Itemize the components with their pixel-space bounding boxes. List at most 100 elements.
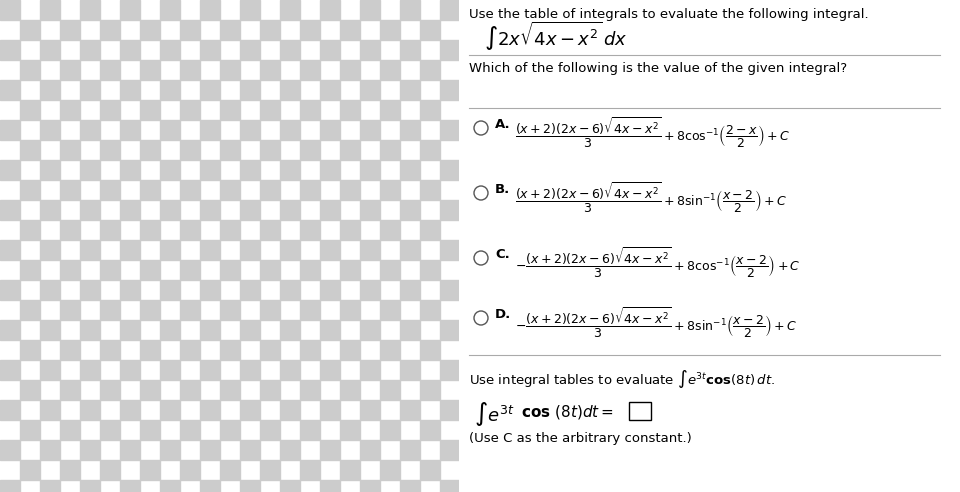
Bar <box>300 60 320 80</box>
Bar <box>160 200 180 220</box>
Bar <box>300 420 320 440</box>
Bar <box>220 380 240 400</box>
Bar <box>400 0 420 20</box>
Bar <box>20 20 40 40</box>
Bar <box>420 460 440 480</box>
Bar <box>80 120 100 140</box>
Bar <box>200 160 220 180</box>
Bar <box>340 260 360 280</box>
Bar <box>100 100 120 120</box>
Bar <box>320 280 340 300</box>
Bar <box>280 200 300 220</box>
Bar <box>260 380 280 400</box>
Bar <box>300 300 320 320</box>
Bar <box>160 40 180 60</box>
Bar <box>120 160 140 180</box>
Bar <box>440 240 460 260</box>
Text: $-\dfrac{(x+2)(2x-6)\sqrt{4x-x^2}}{3} + 8\sin^{-1}\!\left(\dfrac{x-2}{2}\right) : $-\dfrac{(x+2)(2x-6)\sqrt{4x-x^2}}{3} + … <box>515 305 798 339</box>
Bar <box>280 480 300 492</box>
Bar <box>420 420 440 440</box>
Bar <box>280 240 300 260</box>
Bar <box>360 160 380 180</box>
Bar <box>40 0 60 20</box>
Bar <box>260 20 280 40</box>
Bar <box>80 280 100 300</box>
Bar <box>360 40 380 60</box>
Bar <box>440 120 460 140</box>
Bar <box>180 460 200 480</box>
Bar <box>300 180 320 200</box>
Bar <box>320 80 340 100</box>
Bar <box>100 340 120 360</box>
Bar <box>40 280 60 300</box>
Bar <box>80 200 100 220</box>
Bar <box>0 120 20 140</box>
Bar <box>240 320 260 340</box>
Bar <box>60 260 80 280</box>
Bar <box>60 180 80 200</box>
Bar <box>220 20 240 40</box>
Bar <box>20 420 40 440</box>
Bar <box>120 120 140 140</box>
Bar <box>380 20 400 40</box>
Bar <box>200 400 220 420</box>
Bar <box>160 0 180 20</box>
Bar <box>360 400 380 420</box>
Bar <box>160 400 180 420</box>
Bar <box>320 480 340 492</box>
Bar <box>280 160 300 180</box>
Bar <box>400 320 420 340</box>
Bar <box>300 220 320 240</box>
Bar <box>40 120 60 140</box>
Bar <box>440 200 460 220</box>
Bar <box>320 160 340 180</box>
Bar <box>360 480 380 492</box>
Bar <box>420 20 440 40</box>
Bar <box>420 180 440 200</box>
Bar <box>240 40 260 60</box>
Bar <box>280 440 300 460</box>
Bar <box>80 40 100 60</box>
Bar <box>400 80 420 100</box>
Bar <box>340 140 360 160</box>
Bar <box>160 120 180 140</box>
Bar <box>300 100 320 120</box>
Bar <box>280 320 300 340</box>
Bar <box>340 20 360 40</box>
Bar <box>420 220 440 240</box>
Bar <box>60 380 80 400</box>
Bar <box>380 380 400 400</box>
Bar <box>260 260 280 280</box>
Bar <box>440 280 460 300</box>
Bar <box>380 420 400 440</box>
Bar <box>60 340 80 360</box>
Bar <box>180 180 200 200</box>
Bar <box>40 40 60 60</box>
Bar <box>280 280 300 300</box>
Bar <box>0 200 20 220</box>
Bar <box>180 220 200 240</box>
Bar <box>420 300 440 320</box>
Bar <box>200 320 220 340</box>
Bar <box>360 280 380 300</box>
Bar <box>260 340 280 360</box>
Text: $\int e^{3t}$: $\int e^{3t}$ <box>474 400 515 428</box>
Bar <box>380 100 400 120</box>
Bar <box>300 340 320 360</box>
Bar <box>140 460 160 480</box>
Bar <box>0 280 20 300</box>
Bar <box>120 360 140 380</box>
Bar <box>200 0 220 20</box>
Bar <box>0 80 20 100</box>
Bar <box>180 380 200 400</box>
Bar <box>200 280 220 300</box>
Bar <box>60 420 80 440</box>
Bar <box>240 80 260 100</box>
Bar <box>320 240 340 260</box>
Bar <box>280 360 300 380</box>
Bar <box>400 120 420 140</box>
Bar <box>200 360 220 380</box>
Bar <box>460 60 480 80</box>
Bar <box>100 460 120 480</box>
Bar <box>320 440 340 460</box>
